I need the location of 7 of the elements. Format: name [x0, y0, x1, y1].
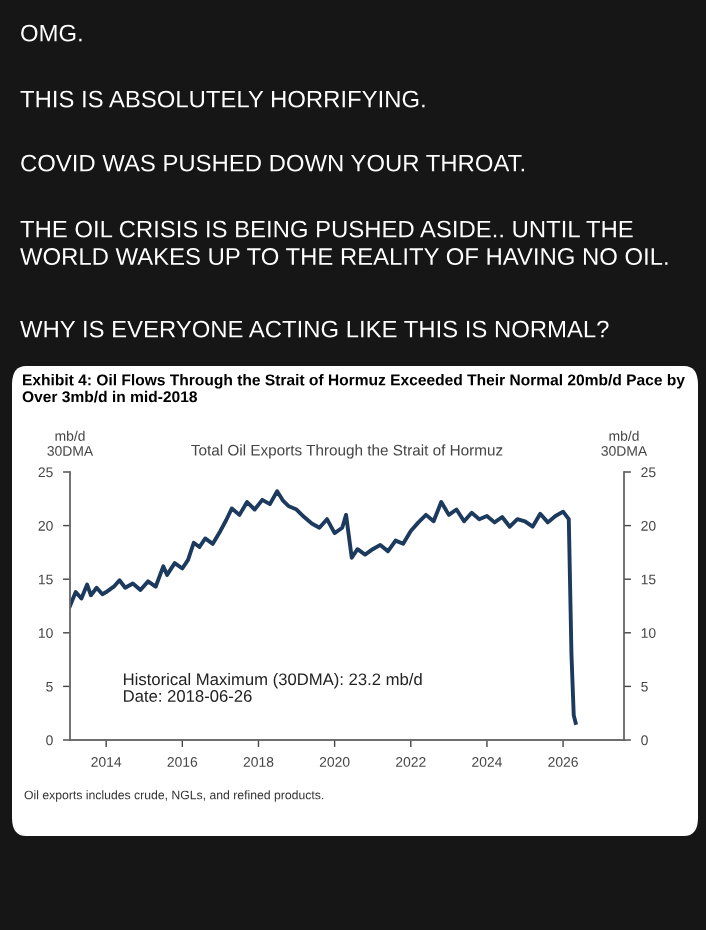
text: THE OIL CRISIS IS BEING PUSHED ASIDE.. UNTIL THE WORLD WAKES UP TO THE REALITY OF HAVING NO OIL. [20, 220, 668, 266]
annotation: Historical Maximum (30DMA): 23.2 mb/d Date: 2018-06-26 [124, 672, 422, 702]
line-series [70, 489, 578, 725]
text: OMG. [21, 24, 82, 42]
text: THIS IS ABSOLUTELY HORRIFYING. [20, 90, 425, 108]
text: COVID WAS PUSHED DOWN YOUR THROAT. [21, 154, 524, 172]
text: WHY IS EVERYONE ACTING LIKE THIS IS NORMAL? [20, 320, 609, 338]
